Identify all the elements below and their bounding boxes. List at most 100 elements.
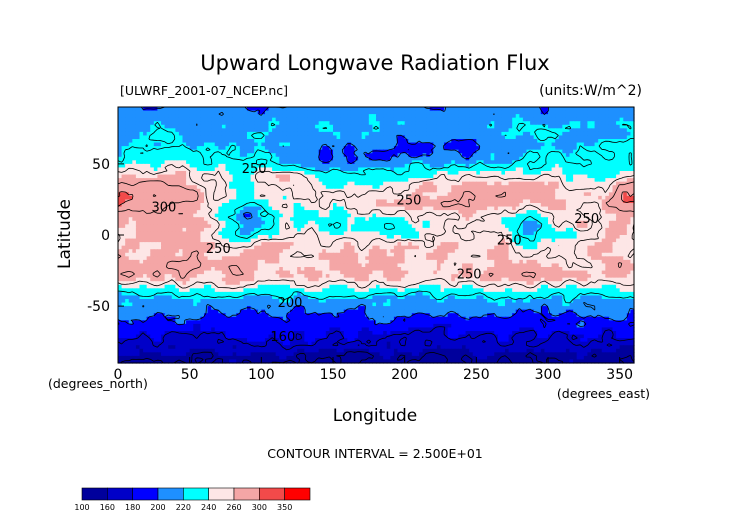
flux-cell-4311 <box>601 210 606 215</box>
flux-cell-4599 <box>601 217 606 222</box>
flux-cell-1366 <box>368 139 374 144</box>
flux-cell-4944 <box>290 227 295 233</box>
flux-cell-815 <box>458 124 463 129</box>
flux-cell-2573 <box>565 167 571 172</box>
flux-cell-4800 <box>290 224 295 229</box>
flux-cell-424 <box>605 114 610 119</box>
flux-cell-3287 <box>544 185 549 190</box>
flux-cell-2628 <box>247 171 252 176</box>
flux-cell-1033 <box>207 131 212 137</box>
flux-cell-3743 <box>630 195 635 201</box>
flux-cell-4241 <box>350 210 356 215</box>
flux-cell-4832 <box>404 224 409 229</box>
flux-cell-3721 <box>551 195 556 201</box>
flux-cell-4671 <box>343 220 348 225</box>
flux-cell-234 <box>440 110 445 115</box>
flux-cell-4031 <box>630 203 635 208</box>
flux-cell-3453 <box>623 188 628 193</box>
flux-cell-511 <box>401 117 406 122</box>
flux-cell-913 <box>293 128 298 133</box>
flux-cell-2795 <box>329 174 334 179</box>
flux-cell-2848 <box>519 174 524 179</box>
flux-cell-4777 <box>207 224 212 229</box>
flux-cell-2150 <box>598 156 603 161</box>
flux-cell-61 <box>336 107 341 112</box>
flux-cell-2920 <box>261 178 266 183</box>
flux-cell-4213 <box>250 210 255 215</box>
flux-cell-1514 <box>383 142 388 147</box>
flux-cell-1984 <box>519 153 524 158</box>
flux-cell-96 <box>462 107 467 112</box>
flux-cell-3493 <box>250 192 255 197</box>
flux-cell-4806 <box>311 224 316 229</box>
flux-cell-477 <box>279 117 284 122</box>
flux-cell-4978 <box>411 227 417 233</box>
flux-cell-1266 <box>526 135 531 140</box>
flux-cell-2129 <box>522 156 528 161</box>
flux-cell-4500 <box>247 217 252 222</box>
flux-cell-1399 <box>487 139 492 144</box>
flux-cell-3896 <box>146 203 151 208</box>
flux-cell-1945 <box>379 153 384 158</box>
flux-cell-3885 <box>623 199 628 204</box>
flux-cell-4629 <box>193 220 198 225</box>
flux-cell-4392 <box>376 213 381 218</box>
flux-cell-3985 <box>465 203 470 208</box>
flux-cell-3067 <box>272 181 277 186</box>
flux-cell-2356 <box>304 163 309 169</box>
flux-cell-2387 <box>415 163 420 169</box>
flux-cell-4292 <box>533 210 538 215</box>
flux-cell-1452 <box>161 142 166 147</box>
flux-cell-1856 <box>576 149 581 154</box>
flux-cell-182 <box>254 110 259 115</box>
flux-cell-4137 <box>494 206 499 211</box>
flux-cell-2997 <box>537 178 542 183</box>
flux-cell-3750 <box>139 199 144 204</box>
flux-cell-3273 <box>494 185 499 190</box>
flux-cell-1317 <box>193 139 198 144</box>
flux-cell-1662 <box>397 146 402 151</box>
flux-cell-3961 <box>379 203 384 208</box>
flux-cell-4976 <box>404 227 409 233</box>
flux-cell-1002 <box>612 128 617 133</box>
flux-cell-3210 <box>268 185 273 190</box>
flux-cell-2493 <box>279 167 284 172</box>
flux-cell-4455 <box>601 213 606 218</box>
flux-cell-4524 <box>333 217 338 222</box>
flux-cell-4949 <box>307 227 313 233</box>
flux-cell-817 <box>465 124 470 129</box>
flux-cell-4120 <box>433 206 438 211</box>
flux-cell-1234 <box>411 135 417 140</box>
flux-cell-1360 <box>347 139 352 144</box>
flux-cell-896 <box>232 128 237 133</box>
flux-cell-542 <box>512 117 517 122</box>
flux-cell-3368 <box>318 188 323 193</box>
flux-cell-847 <box>573 124 578 129</box>
flux-cell-2649 <box>322 171 327 176</box>
flux-cell-1310 <box>168 139 173 144</box>
flux-cell-2785 <box>293 174 298 179</box>
flux-cell-4423 <box>487 213 492 218</box>
flux-cell-4331 <box>157 213 162 218</box>
flux-cell-4719 <box>515 220 520 225</box>
flux-cell-1539 <box>472 142 477 147</box>
flux-cell-3759 <box>171 199 176 204</box>
flux-cell-2797 <box>336 174 341 179</box>
flux-cell-4710 <box>483 220 488 225</box>
flux-cell-12 <box>161 107 166 112</box>
flux-cell-4936 <box>261 227 266 233</box>
flux-cell-4176 <box>118 210 123 215</box>
flux-cell-2588 <box>619 167 624 172</box>
flux-cell-756 <box>247 124 252 129</box>
flux-cell-2320 <box>175 163 180 169</box>
flux-cell-4321 <box>121 213 126 218</box>
flux-cell-3444 <box>591 188 596 193</box>
flux-cell-796 <box>390 124 395 129</box>
flux-cell-1223 <box>372 135 377 140</box>
flux-cell-367 <box>401 114 406 119</box>
flux-cell-4553 <box>436 217 442 222</box>
flux-cell-1046 <box>254 131 259 137</box>
flux-cell-1995 <box>558 153 563 158</box>
flux-cell-2164 <box>132 160 137 165</box>
flux-cell-4953 <box>322 227 327 233</box>
